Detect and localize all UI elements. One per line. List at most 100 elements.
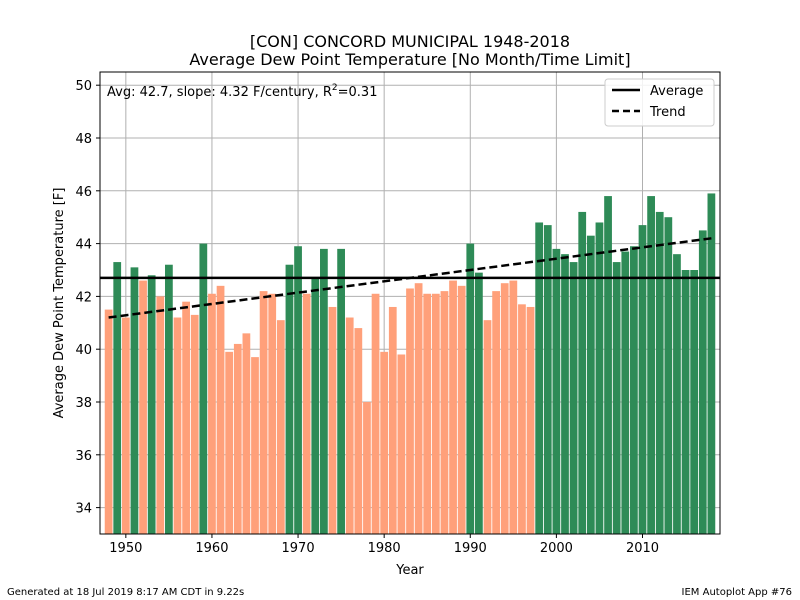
bar-1960: [208, 293, 216, 534]
legend-average-label: Average: [650, 84, 703, 99]
bar-1966: [259, 291, 268, 534]
bar-1974: [328, 306, 337, 534]
legend-trend-label: Trend: [649, 105, 686, 120]
y-tick-label: 48: [75, 132, 92, 147]
bar-1975: [337, 248, 345, 534]
bar-1978: [363, 402, 371, 534]
bar-1979: [371, 293, 380, 534]
bar-1965: [251, 357, 259, 534]
stats-annotation: Avg: 42.7, slope: 4.32 F/century, R2=0.3…: [107, 83, 377, 100]
bar-2015: [681, 270, 690, 534]
bar-1984: [414, 283, 423, 534]
x-tick-label: 1990: [454, 541, 487, 556]
x-tick-label: 2010: [626, 541, 659, 556]
bar-1963: [233, 343, 242, 534]
bars: [104, 193, 716, 535]
x-tick-label: 1960: [195, 541, 228, 556]
bar-1982: [397, 354, 406, 534]
x-axis-label: Year: [395, 563, 424, 578]
bar-2011: [647, 196, 655, 534]
bar-1949: [113, 262, 122, 534]
bar-1953: [147, 275, 156, 534]
bar-1955: [165, 264, 173, 534]
bar-1999: [543, 225, 552, 534]
bar-1956: [173, 317, 182, 534]
x-tick-label: 1980: [368, 541, 401, 556]
bar-2004: [586, 235, 595, 534]
y-tick-label: 38: [75, 396, 92, 411]
bar-1989: [457, 285, 466, 534]
bar-1948: [104, 309, 113, 534]
bar-1970: [294, 246, 302, 535]
bar-1951: [130, 267, 139, 534]
trend-line: [108, 237, 712, 319]
x-tick-label: 2000: [540, 541, 573, 556]
bar-2017: [698, 230, 707, 534]
bar-2012: [655, 211, 664, 535]
bar-2006: [604, 196, 612, 534]
bar-1954: [156, 296, 165, 534]
y-tick-label: 42: [75, 290, 92, 305]
bar-1967: [268, 293, 277, 534]
chart-title-line1: [CON] CONCORD MUNICIPAL 1948-2018: [250, 32, 570, 51]
bar-1993: [492, 291, 500, 534]
y-tick-label: 44: [75, 238, 92, 253]
legend: Average Trend: [604, 78, 715, 127]
bar-1962: [225, 351, 234, 534]
bar-1994: [500, 283, 509, 534]
y-tick-label: 46: [75, 185, 92, 200]
bar-1997: [526, 306, 535, 534]
bar-1968: [276, 320, 285, 534]
bar-2001: [561, 254, 569, 534]
bar-1950: [121, 317, 130, 534]
bar-1991: [475, 272, 483, 534]
bar-1980: [380, 351, 389, 534]
bar-1973: [320, 248, 328, 534]
bar-2014: [673, 254, 681, 534]
bar-2007: [612, 262, 621, 534]
bar-2003: [578, 211, 587, 535]
bar-2000: [552, 248, 561, 534]
bar-1958: [190, 314, 199, 534]
y-tick-label: 40: [75, 343, 92, 358]
bar-1988: [449, 280, 457, 534]
bar-2016: [690, 270, 699, 534]
y-tick-label: 50: [75, 79, 92, 94]
bar-1964: [242, 333, 251, 534]
bar-1983: [406, 288, 414, 534]
bar-1995: [509, 280, 518, 534]
bar-1985: [423, 293, 432, 534]
bar-1992: [483, 320, 492, 534]
bar-1986: [431, 293, 440, 534]
bar-1990: [466, 243, 475, 534]
plot-frame: [99, 71, 721, 535]
y-tick-label: 36: [75, 449, 92, 464]
footer-app: IEM Autoplot App #76: [682, 587, 792, 598]
bar-2013: [664, 217, 673, 534]
bar-1998: [535, 222, 544, 535]
bar-1961: [216, 285, 225, 534]
reference-lines: [100, 237, 720, 319]
bar-1996: [518, 304, 526, 534]
axis-ticks: 1950 1960 1970 1980 1990 2000 2010 34 36 38 40 42 44…: [75, 79, 659, 556]
bar-2005: [595, 222, 604, 535]
bar-1972: [311, 277, 320, 534]
bar-1981: [388, 306, 397, 534]
footer-generated: Generated at 18 Jul 2019 8:17 AM CDT in …: [7, 587, 244, 598]
chart-title-line2: Average Dew Point Temperature [No Month/…: [189, 50, 630, 69]
bar-2018: [707, 193, 716, 534]
x-tick-label: 1950: [109, 541, 142, 556]
bar-1977: [354, 328, 363, 534]
bar-1976: [345, 317, 354, 534]
bar-1971: [302, 293, 311, 534]
bar-2009: [630, 246, 638, 535]
bar-2002: [569, 262, 578, 534]
x-tick-label: 1970: [282, 541, 315, 556]
bar-1952: [139, 280, 147, 534]
bar-1969: [285, 264, 294, 534]
bar-1959: [199, 243, 208, 534]
bar-1957: [182, 301, 190, 534]
bar-2008: [621, 251, 630, 534]
bar-2010: [638, 225, 647, 534]
